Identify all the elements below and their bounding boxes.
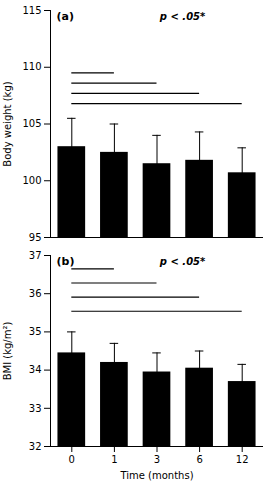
- svg-text:3: 3: [154, 454, 160, 465]
- svg-text:(b): (b): [57, 255, 75, 268]
- svg-text:110: 110: [22, 61, 41, 72]
- svg-text:36: 36: [29, 288, 42, 299]
- svg-text:115: 115: [22, 5, 41, 16]
- svg-text:95: 95: [29, 232, 42, 243]
- svg-text:BMI (kg/m²): BMI (kg/m²): [2, 322, 13, 381]
- svg-text:105: 105: [22, 118, 41, 129]
- svg-text:33: 33: [29, 403, 42, 414]
- svg-text:100: 100: [22, 175, 41, 186]
- svg-text:6: 6: [196, 454, 202, 465]
- svg-text:1: 1: [111, 454, 117, 465]
- svg-text:p < .05*: p < .05*: [159, 11, 206, 22]
- svg-text:Time (months): Time (months): [119, 470, 193, 481]
- svg-text:35: 35: [29, 326, 42, 337]
- svg-text:0: 0: [69, 454, 75, 465]
- svg-text:32: 32: [29, 441, 42, 452]
- svg-text:p < .05*: p < .05*: [159, 256, 206, 267]
- svg-text:Body weight (kg): Body weight (kg): [2, 81, 13, 166]
- svg-text:37: 37: [29, 250, 42, 261]
- svg-text:(a): (a): [57, 10, 74, 23]
- svg-text:12: 12: [236, 454, 249, 465]
- svg-text:34: 34: [29, 364, 42, 375]
